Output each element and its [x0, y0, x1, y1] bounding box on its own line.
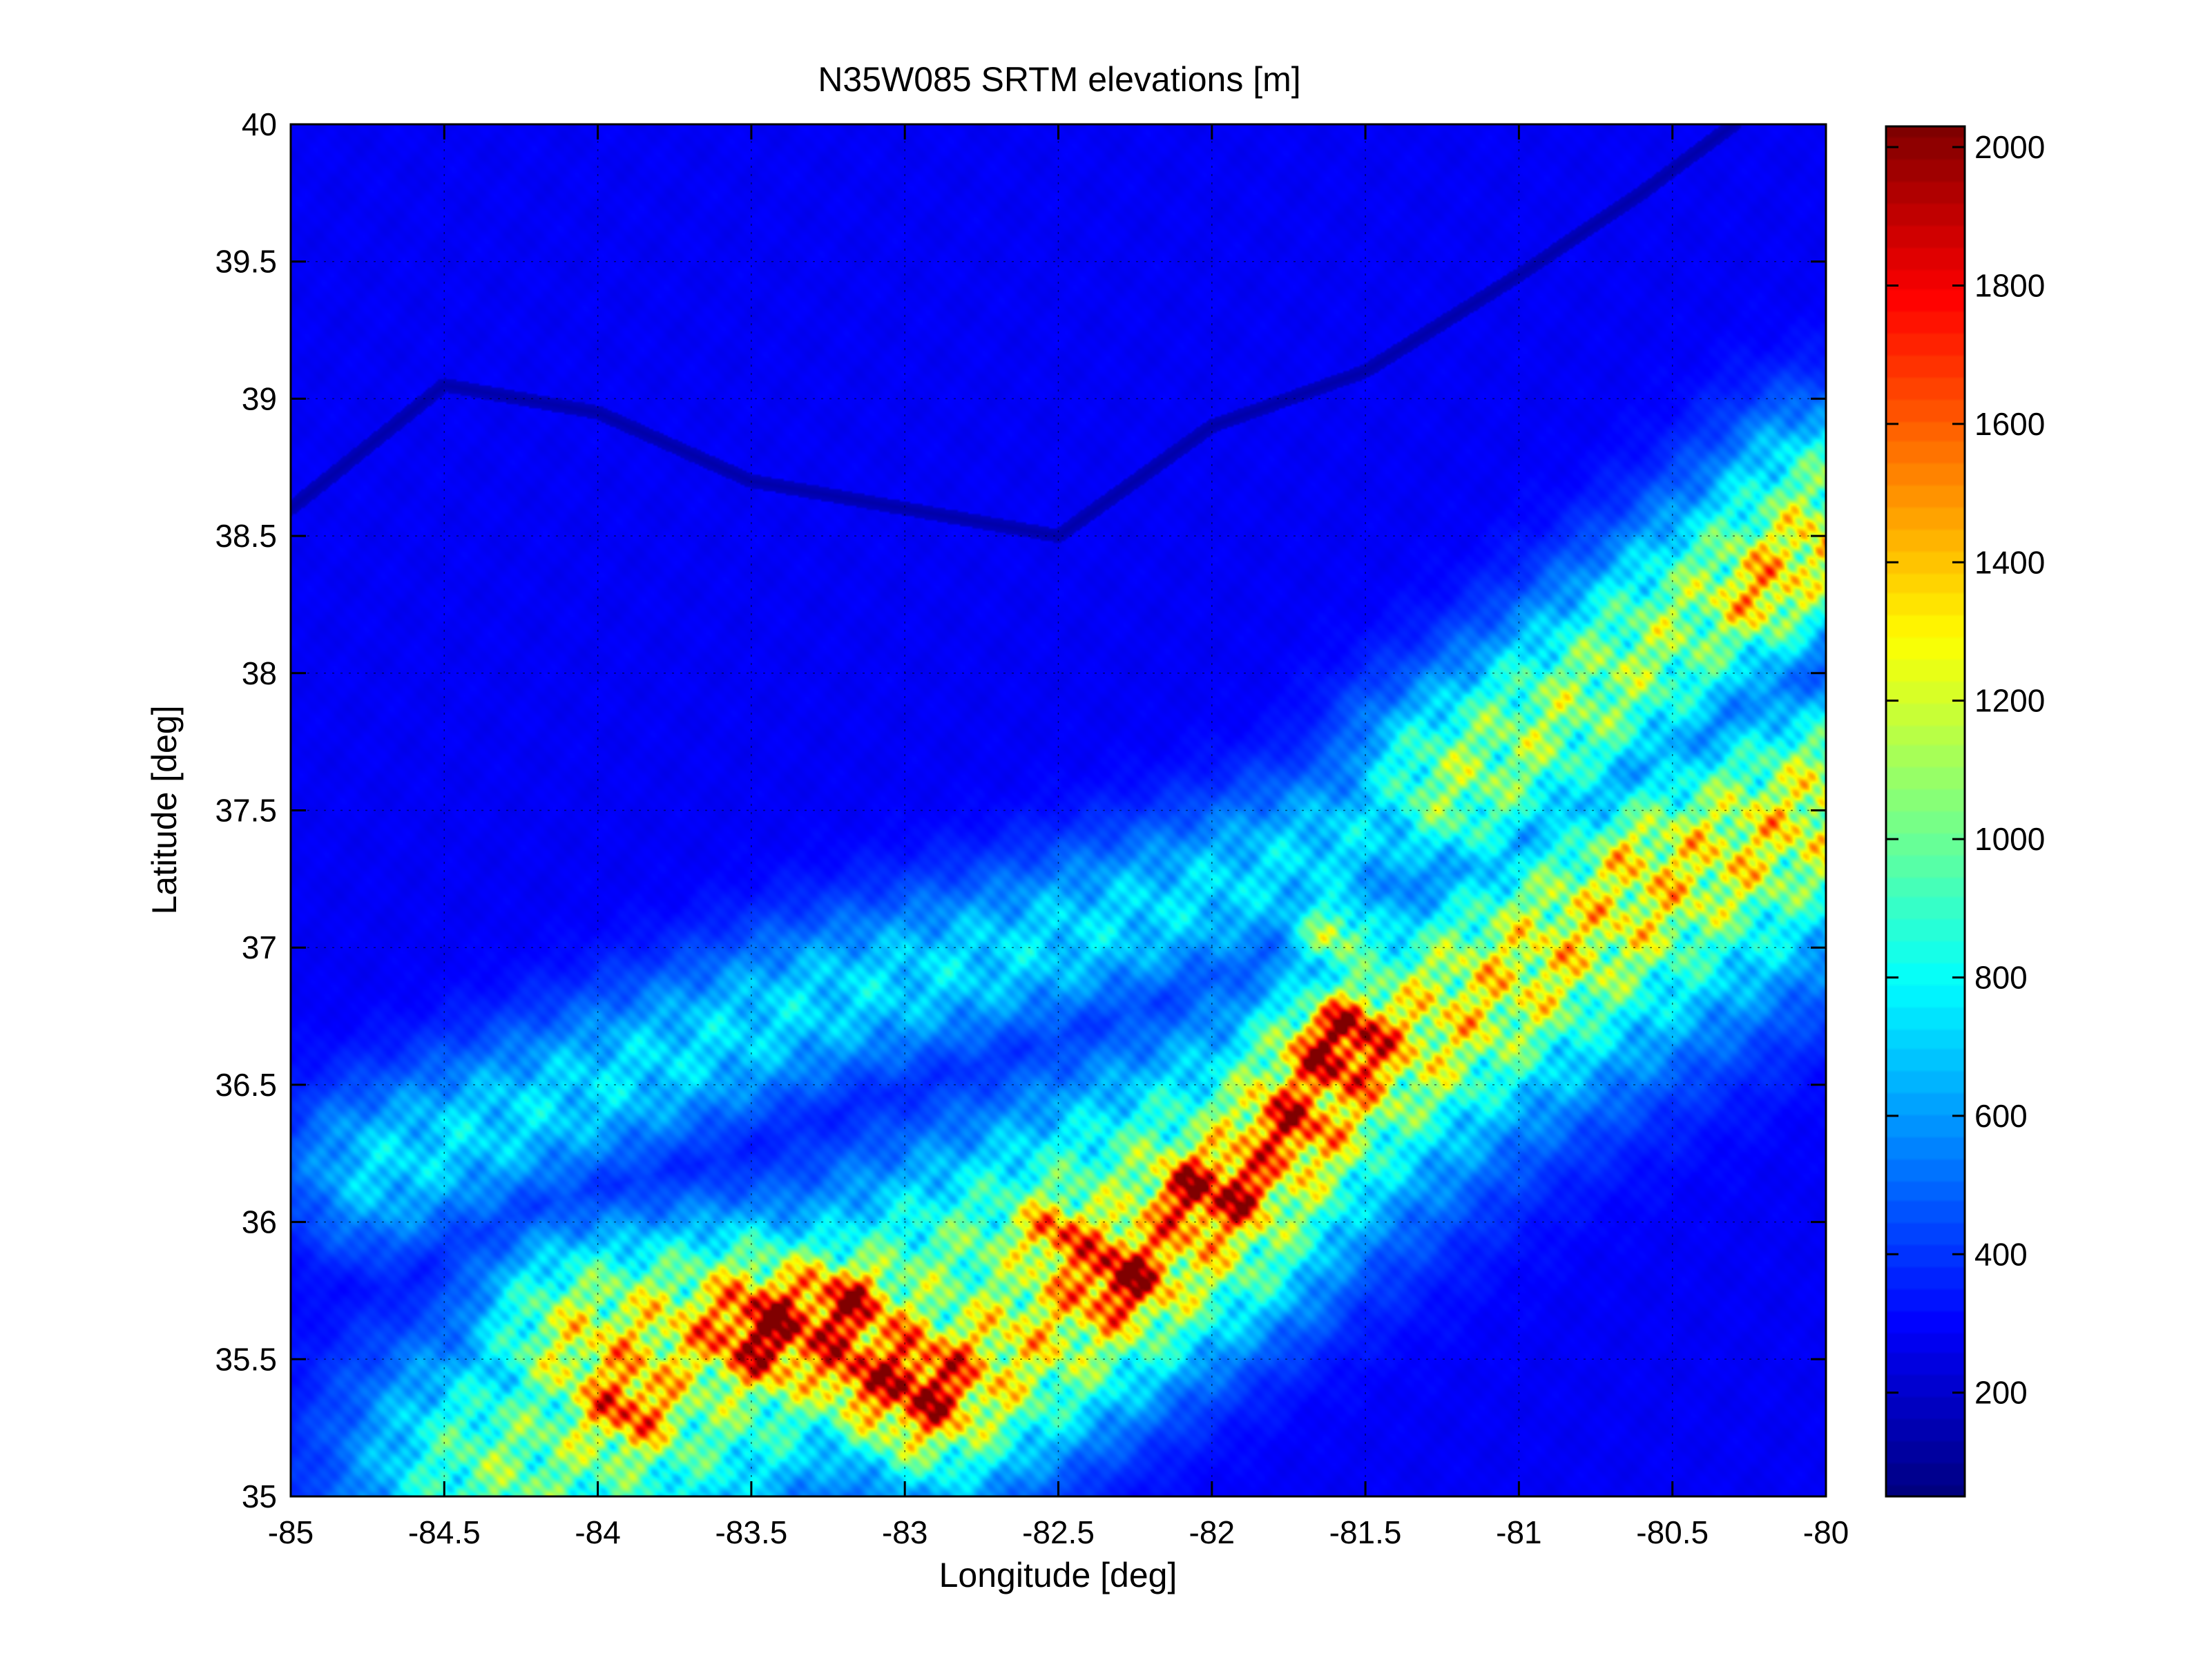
x-tick-label: -84.5: [408, 1514, 481, 1550]
colorbar: [1886, 126, 1965, 1496]
x-tick-label: -80: [1803, 1514, 1849, 1550]
x-tick-label: -83.5: [715, 1514, 787, 1550]
y-tick-label: 37.5: [215, 793, 277, 829]
y-tick-label: 35.5: [215, 1341, 277, 1377]
y-axis-label: Latitude [deg]: [145, 705, 184, 914]
colorbar-tick-label: 1600: [1974, 406, 2045, 442]
chart-title: N35W085 SRTM elevations [m]: [818, 60, 1300, 99]
y-tick-label: 35: [242, 1478, 277, 1514]
x-tick-label: -81.5: [1329, 1514, 1402, 1550]
colorbar-tick-label: 800: [1974, 959, 2028, 995]
colorbar-tick-label: 1200: [1974, 683, 2045, 719]
x-tick-label: -81: [1496, 1514, 1541, 1550]
y-tick-label: 36: [242, 1204, 277, 1240]
colorbar-tick-label: 200: [1974, 1375, 2028, 1411]
heatmap-plot-area: [291, 124, 1826, 1496]
y-tick-label: 37: [242, 929, 277, 965]
y-tick-label: 39.5: [215, 244, 277, 280]
y-axis-ticks: 35 35.5 36 36.5 37 37.5 38 38.5 39 39.5 40: [215, 106, 1826, 1514]
y-tick-label: 38: [242, 655, 277, 691]
colorbar-tick-label: 400: [1974, 1236, 2028, 1272]
x-tick-label: -82.5: [1022, 1514, 1095, 1550]
y-tick-label: 40: [242, 106, 277, 142]
x-tick-label: -85: [268, 1514, 314, 1550]
colorbar-tick-label: 2000: [1974, 129, 2045, 165]
colorbar-area: [1886, 126, 1965, 1496]
colorbar-tick-label: 1000: [1974, 821, 2045, 857]
y-tick-label: 38.5: [215, 518, 277, 554]
x-tick-label: -80.5: [1636, 1514, 1709, 1550]
elevation-heatmap: [291, 124, 1826, 1496]
x-tick-label: -82: [1189, 1514, 1235, 1550]
x-axis-label: Longitude [deg]: [939, 1556, 1177, 1594]
colorbar-tick-label: 1800: [1974, 267, 2045, 303]
colorbar-frame: [1885, 125, 1966, 1498]
x-tick-label: -84: [575, 1514, 620, 1550]
y-tick-label: 36.5: [215, 1067, 277, 1103]
colorbar-tick-label: 600: [1974, 1098, 2028, 1134]
x-tick-label: -83: [882, 1514, 927, 1550]
colorbar-tick-label: 1400: [1974, 544, 2045, 580]
colorbar-ticks: 200 400 600 800 1000 1200 1400 1600 1800 2000: [1886, 129, 2045, 1411]
y-tick-label: 39: [242, 380, 277, 416]
x-axis-ticks: -85 -84.5 -84 -83.5 -83 -82.5 -82 -81.5 -81 -80.5…: [268, 124, 1849, 1550]
